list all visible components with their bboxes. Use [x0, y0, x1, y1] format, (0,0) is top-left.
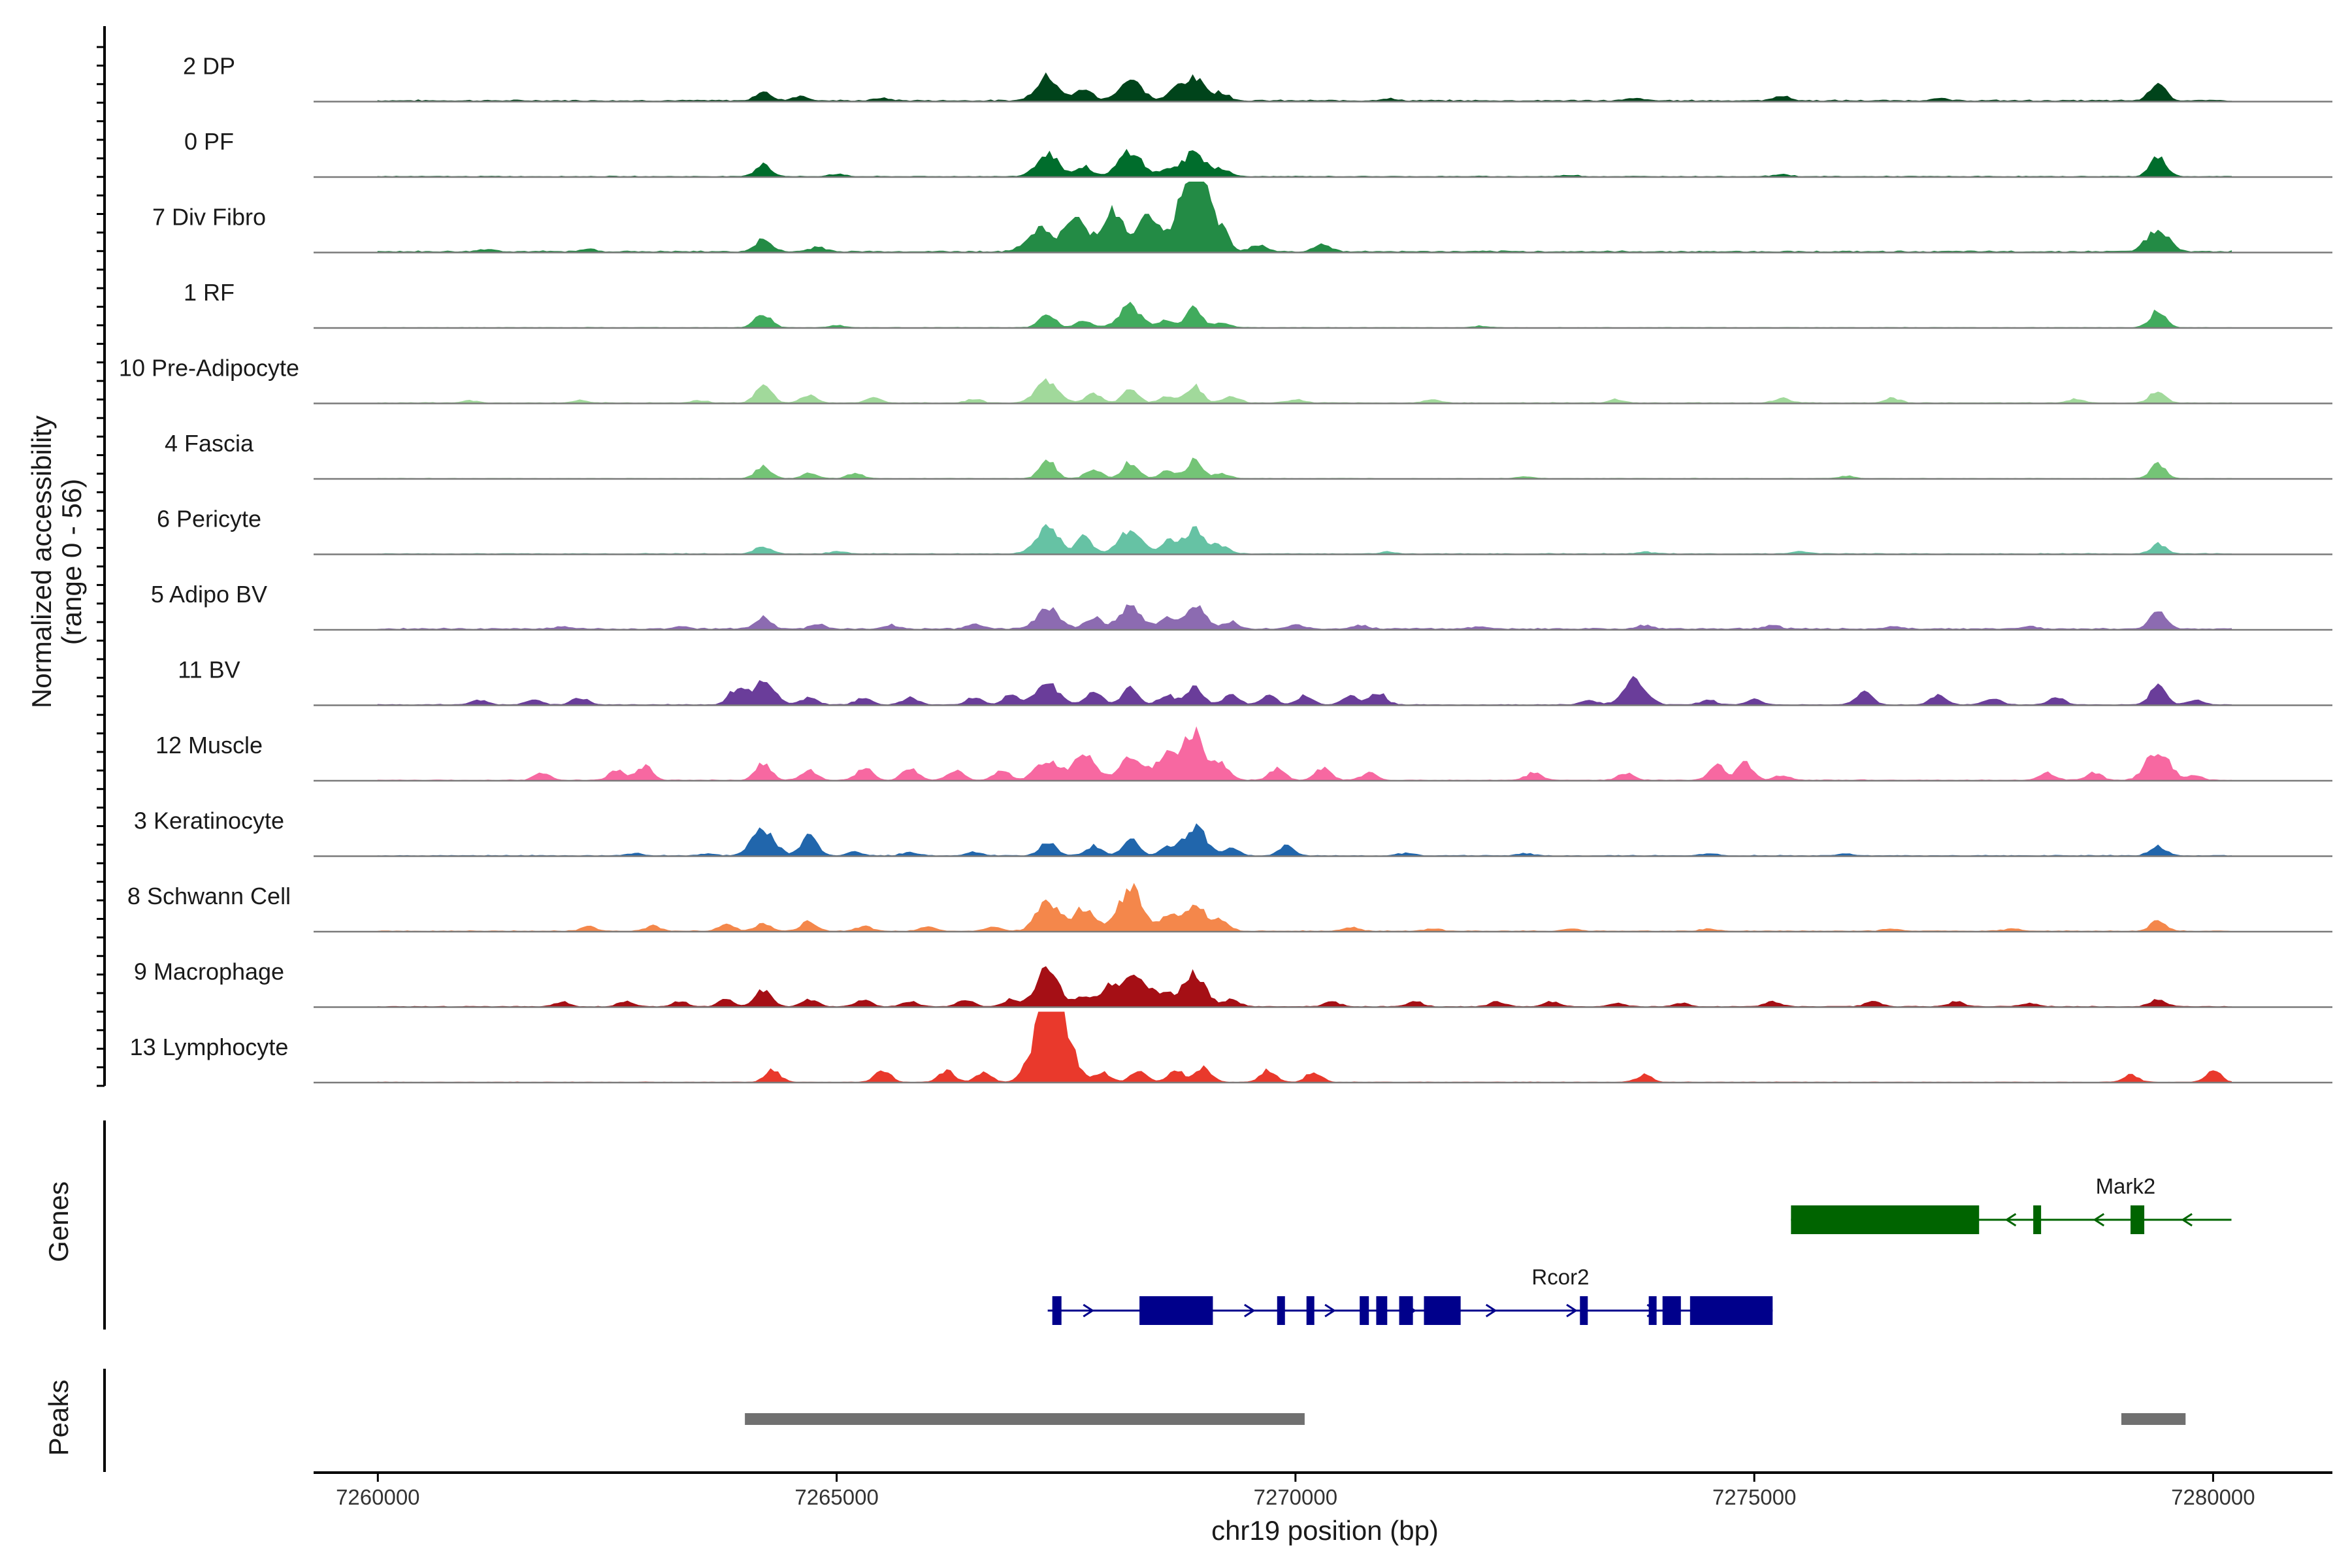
- track-label: 2 DP: [183, 53, 235, 80]
- coverage-track: 11 BV: [178, 657, 2332, 706]
- coverage-area: [377, 72, 2232, 102]
- gene-annotation-track: Mark2 Rcor2: [103, 1120, 2232, 1330]
- x-tick-label: 7265000: [794, 1485, 878, 1509]
- gene-model: Mark2: [1791, 1174, 2232, 1234]
- coverage-y-axis-title-line2: (range 0 - 56): [56, 479, 87, 645]
- gene-exon: [1648, 1296, 1657, 1325]
- coverage-area: [377, 1011, 2232, 1083]
- track-label: 6 Pericyte: [157, 506, 261, 532]
- track-label: 7 Div Fibro: [152, 204, 266, 231]
- gene-exon: [1662, 1296, 1681, 1325]
- x-tick-label: 7275000: [1712, 1485, 1796, 1509]
- track-label: 4 Fascia: [165, 430, 254, 457]
- track-label: 8 Schwann Cell: [127, 883, 291, 909]
- gene-exon: [1376, 1296, 1388, 1325]
- gene-exon: [1580, 1296, 1588, 1325]
- coverage-track: 1 RF: [184, 279, 2332, 329]
- track-label: 3 Keratinocyte: [134, 808, 284, 834]
- strand-chevron: [2093, 1213, 2105, 1227]
- coverage-area: [377, 966, 2232, 1007]
- coverage-area: [377, 726, 2232, 781]
- coverage-track: 12 Muscle: [155, 726, 2332, 782]
- strand-chevron: [1485, 1303, 1497, 1318]
- coverage-track: 3 Keratinocyte: [134, 808, 2332, 857]
- coverage-area: [377, 457, 2232, 480]
- coverage-area: [377, 883, 2232, 932]
- axes: Normalized accessibility (range 0 - 56) …: [26, 416, 1439, 1546]
- peaks-axis-title: Peaks: [43, 1380, 74, 1456]
- gene-exon: [1791, 1205, 1980, 1234]
- coverage-track: 2 DP: [183, 53, 2332, 103]
- strand-chevron: [1244, 1303, 1256, 1318]
- coverage-area: [377, 148, 2232, 178]
- coverage-area: [377, 301, 2232, 329]
- gene-label: Rcor2: [1531, 1265, 1589, 1289]
- x-axis: 7260000 7265000 7270000 7275000 7280000: [314, 1471, 2332, 1509]
- peak-region-track: [103, 1369, 2186, 1472]
- coverage-track: 4 Fascia: [165, 430, 2332, 480]
- strand-chevron: [1566, 1303, 1578, 1318]
- x-tick-label: 7280000: [2171, 1485, 2255, 1509]
- peak-region-bar: [745, 1413, 1305, 1425]
- gene-exon: [1360, 1296, 1369, 1325]
- gene-exon: [1306, 1296, 1315, 1325]
- track-label: 1 RF: [184, 279, 235, 306]
- track-label: 13 Lymphocyte: [130, 1034, 289, 1060]
- coverage-area: [377, 182, 2232, 253]
- coverage-track: 0 PF: [184, 128, 2332, 178]
- gene-exon: [1139, 1296, 1213, 1325]
- strand-chevron: [1083, 1303, 1095, 1318]
- coverage-track: 9 Macrophage: [134, 958, 2332, 1008]
- gene-exon: [2131, 1205, 2145, 1234]
- coverage-y-axis-title-line1: Normalized accessibility: [26, 416, 57, 708]
- coverage-area: [377, 378, 2232, 404]
- strand-chevron: [1324, 1303, 1336, 1318]
- gene-exon: [1690, 1296, 1773, 1325]
- x-tick-label: 7270000: [1254, 1485, 1337, 1509]
- gene-exon: [2033, 1205, 2042, 1234]
- genes-axis-title: Genes: [43, 1181, 74, 1262]
- gene-label: Mark2: [2096, 1174, 2156, 1198]
- coverage-track: 6 Pericyte: [157, 506, 2332, 555]
- track-label: 5 Adipo BV: [151, 581, 267, 608]
- coverage-track: 8 Schwann Cell: [127, 883, 2332, 933]
- track-label: 0 PF: [184, 128, 234, 155]
- coverage-tracks: 2 DP 0 PF 7 Div Fibro 1 RF 10 Pre-Adipocyte 4…: [97, 26, 2332, 1087]
- gene-exon: [1052, 1296, 1062, 1325]
- coverage-track: 5 Adipo BV: [151, 581, 2332, 631]
- gene-model: Rcor2: [1047, 1265, 1773, 1325]
- strand-chevron: [2181, 1213, 2193, 1227]
- coverage-track: 7 Div Fibro: [152, 182, 2332, 253]
- x-axis-title: chr19 position (bp): [1211, 1515, 1439, 1546]
- coverage-area: [377, 676, 2232, 706]
- gene-exon: [1424, 1296, 1461, 1325]
- track-label: 10 Pre-Adipocyte: [119, 355, 299, 382]
- gene-exon: [1399, 1296, 1413, 1325]
- coverage-area: [377, 823, 2232, 857]
- peak-region-bar: [2121, 1413, 2186, 1425]
- track-label: 12 Muscle: [155, 732, 263, 759]
- x-tick-label: 7260000: [336, 1485, 419, 1509]
- track-label: 9 Macrophage: [134, 958, 284, 985]
- coverage-area: [377, 604, 2232, 630]
- coverage-area: [377, 523, 2232, 555]
- coverage-track: 13 Lymphocyte: [130, 1011, 2332, 1084]
- strand-chevron: [2004, 1213, 2017, 1227]
- coverage-track: 10 Pre-Adipocyte: [119, 355, 2332, 404]
- gene-exon: [1277, 1296, 1285, 1325]
- track-label: 11 BV: [178, 657, 240, 683]
